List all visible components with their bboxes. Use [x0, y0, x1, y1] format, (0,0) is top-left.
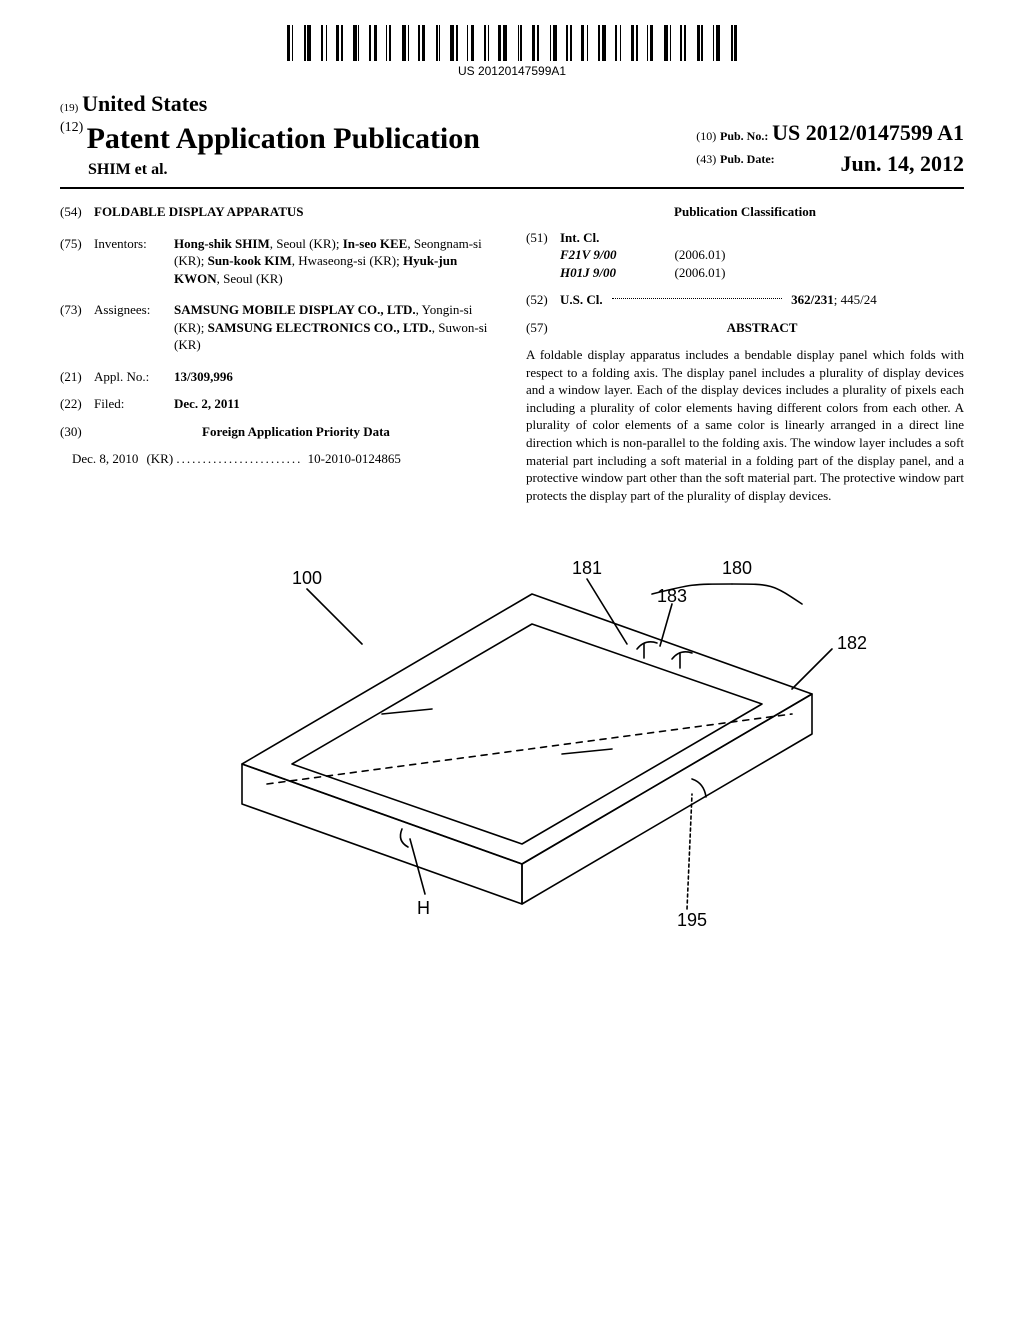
hdr-applicant: SHIM et al.	[88, 161, 168, 178]
foreign-priority-row: Dec. 8, 2010 (KR) ......................…	[60, 450, 498, 468]
num-22: (22)	[60, 395, 94, 413]
fig-label-100: 100	[292, 568, 322, 588]
intcl-year-0: (2006.01)	[640, 246, 760, 264]
hdr-publication-type: Patent Application Publication	[87, 122, 480, 155]
barcode-text: US 20120147599A1	[60, 63, 964, 79]
assignees-value: SAMSUNG MOBILE DISPLAY CO., LTD., Yongin…	[174, 301, 498, 354]
header-right: (10) Pub. No.: US 2012/0147599 A1 (43) P…	[696, 118, 964, 181]
intcl-code-1: H01J 9/00	[560, 264, 640, 282]
hdr19-num: (19)	[60, 102, 78, 114]
num-54: (54)	[60, 203, 94, 221]
hdr12-num: (12)	[60, 120, 83, 135]
fig-label-180: 180	[722, 558, 752, 578]
pubdate-prefix: (43)	[696, 152, 716, 166]
publication-header: (19) United States (12) Patent Applicati…	[60, 89, 964, 181]
foreign-appno: 10-2010-0124865	[308, 451, 401, 466]
num-75: (75)	[60, 235, 94, 288]
figure-svg: 100 181 180 183 182 H 195	[132, 534, 892, 974]
num-52: (52)	[526, 291, 560, 309]
inventors-value: Hong-shik SHIM, Seoul (KR); In-seo KEE, …	[174, 235, 498, 288]
num-73: (73)	[60, 301, 94, 354]
pubno-label: Pub. No.:	[720, 129, 768, 143]
left-column: (54) FOLDABLE DISPLAY APPARATUS (75) Inv…	[60, 203, 498, 504]
fig-label-182: 182	[837, 633, 867, 653]
label-uscl: U.S. Cl.	[560, 292, 603, 307]
num-21: (21)	[60, 368, 94, 386]
barcode-block: US 20120147599A1	[60, 25, 964, 79]
field-filed: (22) Filed: Dec. 2, 2011	[60, 395, 498, 413]
pubdate-label: Pub. Date:	[720, 152, 775, 166]
right-column: Publication Classification (51) Int. Cl.…	[526, 203, 964, 504]
hdr-country: United States	[82, 91, 207, 116]
barcode-graphic	[287, 25, 737, 61]
foreign-heading: Foreign Application Priority Data	[94, 423, 498, 441]
abstract-text: A foldable display apparatus includes a …	[526, 346, 964, 504]
invention-title: FOLDABLE DISPLAY APPARATUS	[94, 203, 498, 221]
filed-value: Dec. 2, 2011	[174, 395, 498, 413]
field-foreign-heading: (30) Foreign Application Priority Data	[60, 423, 498, 441]
pubno-prefix: (10)	[696, 129, 716, 143]
label-assignees: Assignees:	[94, 301, 174, 354]
field-intcl: (51) Int. Cl. F21V 9/00 (2006.01) H01J 9…	[526, 229, 964, 282]
uscl-dots	[612, 298, 782, 299]
fig-label-H: H	[417, 898, 430, 918]
intcl-code-0: F21V 9/00	[560, 246, 640, 264]
biblio-columns: (54) FOLDABLE DISPLAY APPARATUS (75) Inv…	[60, 203, 964, 504]
header-divider	[60, 187, 964, 189]
field-abstract-heading: (57) ABSTRACT	[526, 319, 964, 337]
foreign-country: (KR)	[146, 451, 173, 466]
pubno-value: US 2012/0147599 A1	[772, 120, 964, 145]
intcl-row-1: H01J 9/00 (2006.01)	[560, 264, 964, 282]
label-applno: Appl. No.:	[94, 368, 174, 386]
fig-label-195: 195	[677, 910, 707, 930]
fig-label-183: 183	[657, 586, 687, 606]
label-inventors: Inventors:	[94, 235, 174, 288]
foreign-date: Dec. 8, 2010	[72, 450, 138, 468]
pubdate-value: Jun. 14, 2012	[841, 149, 964, 179]
label-intcl: Int. Cl.	[560, 229, 964, 247]
intcl-year-1: (2006.01)	[640, 264, 760, 282]
applno-value: 13/309,996	[174, 368, 498, 386]
num-51: (51)	[526, 229, 560, 282]
patent-figure: 100 181 180 183 182 H 195	[60, 534, 964, 974]
field-applno: (21) Appl. No.: 13/309,996	[60, 368, 498, 386]
field-inventors: (75) Inventors: Hong-shik SHIM, Seoul (K…	[60, 235, 498, 288]
header-left: (19) United States (12) Patent Applicati…	[60, 89, 480, 181]
field-title: (54) FOLDABLE DISPLAY APPARATUS	[60, 203, 498, 221]
pubclass-heading: Publication Classification	[526, 203, 964, 221]
abstract-heading: ABSTRACT	[560, 319, 964, 337]
intcl-row-0: F21V 9/00 (2006.01)	[560, 246, 964, 264]
fig-label-181: 181	[572, 558, 602, 578]
label-filed: Filed:	[94, 395, 174, 413]
num-30: (30)	[60, 423, 94, 441]
uscl-value: 362/231	[791, 292, 834, 307]
field-uscl: (52) U.S. Cl. 362/231; 445/24	[526, 291, 964, 309]
num-57: (57)	[526, 319, 560, 337]
field-assignees: (73) Assignees: SAMSUNG MOBILE DISPLAY C…	[60, 301, 498, 354]
